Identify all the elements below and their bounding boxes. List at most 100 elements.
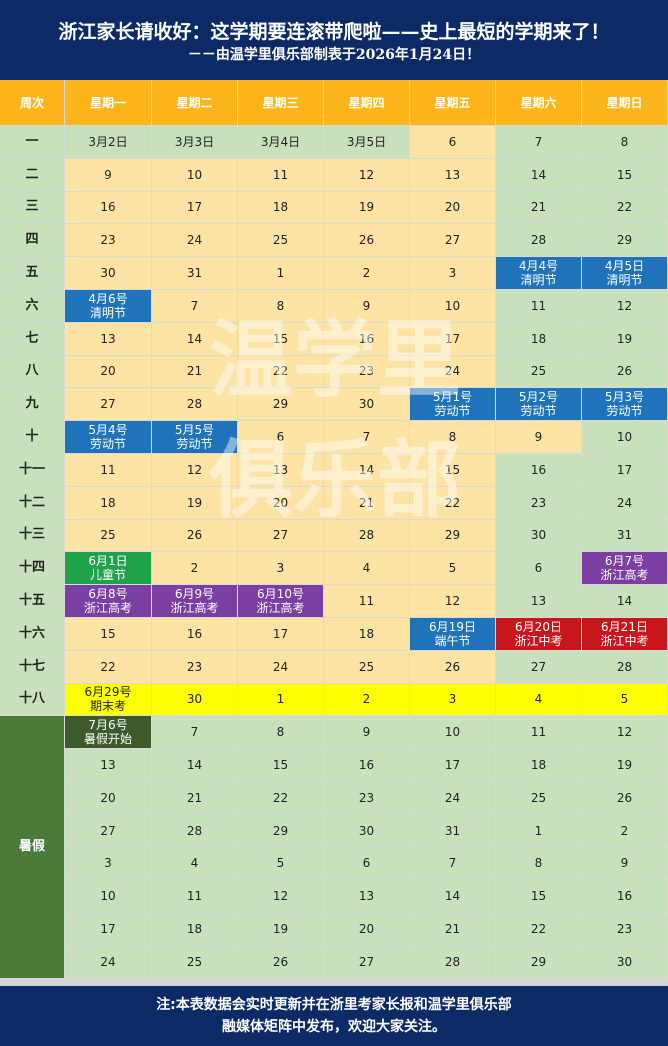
day-date: 13 <box>100 331 116 346</box>
day-cell: 22 <box>238 355 324 389</box>
week-label: 十三 <box>0 519 65 553</box>
day-cell: 20 <box>65 355 152 389</box>
day-date: 19 <box>272 922 289 937</box>
day-date: 15 <box>530 889 547 904</box>
day-date: 18 <box>272 200 289 215</box>
day-cell: 24 <box>410 781 496 815</box>
day-cell: 3 <box>410 683 496 717</box>
day-note: 端午节 <box>434 633 471 648</box>
day-date: 24 <box>100 954 116 969</box>
day-date: 11 <box>272 167 289 182</box>
day-cell: 17 <box>238 617 324 651</box>
day-cell: 12 <box>410 585 496 618</box>
day-date: 7 <box>362 430 371 445</box>
day-note: 清明节 <box>520 273 557 288</box>
day-date: 9 <box>362 298 371 313</box>
day-date: 30 <box>358 397 375 412</box>
day-date: 3 <box>276 561 285 576</box>
day-cell: 6 <box>324 847 410 881</box>
day-date: 14 <box>358 462 375 477</box>
day-cell: 27 <box>410 224 496 258</box>
day-date: 31 <box>444 823 461 838</box>
day-cell: 14 <box>496 158 582 192</box>
day-cell: 13 <box>324 880 410 914</box>
week-label: 六 <box>0 289 65 323</box>
day-date: 21 <box>358 495 375 510</box>
day-date: 16 <box>186 626 203 641</box>
footer-note-line-2: 融媒体矩阵中发布，欢迎大家关注。 <box>222 1019 446 1035</box>
day-date: 6月1日 <box>88 554 128 569</box>
day-cell: 16 <box>496 453 582 487</box>
day-date: 31 <box>616 528 633 543</box>
week-label: 七 <box>0 322 65 356</box>
day-cell: 6 <box>496 552 582 586</box>
day-cell: 7 <box>152 716 238 750</box>
day-cell: 9 <box>324 289 410 323</box>
day-date: 25 <box>358 659 375 674</box>
day-date: 13 <box>530 594 547 609</box>
calendar-table: 周次 星期一 星期二 星期三 星期四 星期五 星期六 星期日一 3月2日 3月3日 3月4日 3月5日… <box>0 80 668 986</box>
day-date: 6 <box>362 856 371 871</box>
week-label: 十二 <box>0 486 65 520</box>
day-cell: 12 <box>238 880 324 914</box>
day-cell: 9 <box>324 716 410 750</box>
day-date: 2 <box>190 561 199 576</box>
day-date: 26 <box>186 528 203 543</box>
day-cell: 17 <box>582 453 668 487</box>
day-cell: 19 <box>582 749 668 782</box>
day-cell: 23 <box>324 355 410 389</box>
day-date: 21 <box>444 922 461 937</box>
day-cell: 18 <box>238 191 324 225</box>
day-date: 6月8号 <box>88 587 128 602</box>
page-subtitle: －－由温学里俱乐部制表于2026年1月24日！ <box>187 47 481 63</box>
day-cell: 25 <box>496 355 582 389</box>
day-cell: 16 <box>324 749 410 782</box>
day-cell: 12 <box>582 289 668 323</box>
day-date: 18 <box>100 495 116 510</box>
day-date: 3月5日 <box>346 134 387 149</box>
day-date: 1 <box>534 823 543 838</box>
day-cell: 7 <box>152 289 238 323</box>
day-cell: 31 <box>152 257 238 290</box>
day-date: 14 <box>444 889 461 904</box>
week-label: 五 <box>0 257 65 290</box>
day-date: 27 <box>530 659 547 674</box>
day-cell: 11 <box>496 716 582 750</box>
day-date: 17 <box>272 626 289 641</box>
day-cell: 13 <box>238 453 324 487</box>
day-cell: 5月5号 劳动节 <box>152 421 238 454</box>
day-cell: 24 <box>238 650 324 684</box>
week-label: 四 <box>0 224 65 258</box>
page-header: 浙江家长请收好：这学期要连滚带爬啦——史上最短的学期来了！ －－由温学里俱乐部制… <box>0 0 668 80</box>
day-note: 浙江中考 <box>600 633 649 648</box>
day-cell: 8 <box>238 289 324 323</box>
day-cell: 4月5日 清明节 <box>582 257 668 290</box>
day-cell: 11 <box>496 289 582 323</box>
day-date: 5月5号 <box>174 423 215 438</box>
day-cell: 17 <box>152 191 238 225</box>
day-cell: 15 <box>238 322 324 356</box>
day-cell: 10 <box>152 158 238 192</box>
day-date: 27 <box>358 954 375 969</box>
day-date: 24 <box>186 233 203 248</box>
day-note: 浙江高考 <box>600 568 649 583</box>
day-cell: 18 <box>65 486 152 520</box>
day-cell: 23 <box>496 486 582 520</box>
day-date: 6月7号 <box>604 554 645 569</box>
week-label: 十七 <box>0 650 65 684</box>
day-date: 22 <box>444 495 461 510</box>
week-label: 一 <box>0 126 65 159</box>
day-cell: 28 <box>324 519 410 553</box>
day-date: 6月19日 <box>429 619 476 634</box>
day-date: 11 <box>358 594 375 609</box>
day-cell: 14 <box>324 453 410 487</box>
day-date: 5月1号 <box>432 390 473 405</box>
column-header: 星期日 <box>582 80 668 126</box>
day-date: 8 <box>276 298 285 313</box>
day-date: 4 <box>190 856 199 871</box>
day-date: 3 <box>104 856 112 871</box>
day-date: 27 <box>100 397 116 412</box>
day-date: 12 <box>616 298 633 313</box>
day-cell: 5月1号 劳动节 <box>410 388 496 422</box>
